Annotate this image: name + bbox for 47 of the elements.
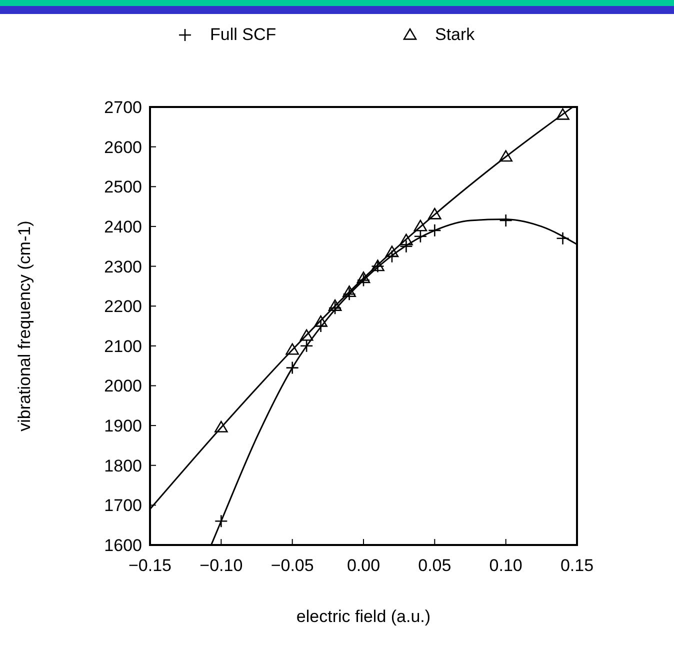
point bbox=[300, 339, 314, 353]
y-tick-label: 1700 bbox=[104, 496, 142, 516]
x-tick-label: −0.15 bbox=[128, 556, 172, 575]
x-tick-label: −0.05 bbox=[270, 556, 314, 575]
point bbox=[556, 108, 570, 120]
point bbox=[300, 329, 314, 341]
y-tick-label: 2300 bbox=[104, 257, 142, 276]
point bbox=[414, 220, 428, 232]
point bbox=[328, 299, 342, 311]
y-tick-label: 1600 bbox=[104, 536, 142, 555]
point bbox=[356, 272, 370, 284]
point bbox=[400, 240, 413, 254]
y-tick-label: 2200 bbox=[104, 297, 142, 316]
point bbox=[314, 315, 328, 327]
point bbox=[499, 150, 512, 162]
y-tick-label: 2600 bbox=[104, 138, 142, 157]
y-tick-label: 1900 bbox=[104, 416, 142, 436]
point bbox=[428, 208, 442, 220]
point bbox=[428, 224, 442, 238]
point bbox=[342, 287, 356, 301]
point bbox=[356, 274, 370, 287]
x-tick-label: 0.00 bbox=[346, 556, 380, 575]
legend-label: Stark bbox=[435, 25, 476, 44]
y-tick-label: 2700 bbox=[104, 98, 142, 117]
y-tick-label: 2500 bbox=[104, 178, 142, 197]
x-tick-label: 0.10 bbox=[489, 556, 522, 575]
point bbox=[342, 286, 356, 298]
y-tick-label: 1800 bbox=[104, 456, 142, 476]
y-tick-label: 2400 bbox=[104, 217, 142, 236]
y-tick-label: 2000 bbox=[104, 376, 142, 396]
x-tick-label: −0.10 bbox=[200, 556, 243, 575]
y-tick-label: 2100 bbox=[104, 336, 142, 356]
point bbox=[414, 230, 428, 244]
legend-label: Full SCF bbox=[210, 25, 276, 44]
x-tick-label: 0.05 bbox=[418, 556, 452, 575]
point bbox=[556, 232, 570, 246]
point bbox=[400, 234, 413, 246]
point bbox=[328, 301, 342, 315]
y-axis-title: vibrational frequency (cm-1) bbox=[15, 220, 34, 432]
point bbox=[214, 420, 228, 432]
point bbox=[499, 214, 512, 228]
point bbox=[286, 361, 299, 374]
point bbox=[286, 343, 299, 355]
x-axis-title: electric field (a.u.) bbox=[296, 607, 431, 626]
point bbox=[385, 246, 399, 258]
point bbox=[214, 514, 228, 528]
x-tick-label: 0.15 bbox=[560, 556, 594, 575]
